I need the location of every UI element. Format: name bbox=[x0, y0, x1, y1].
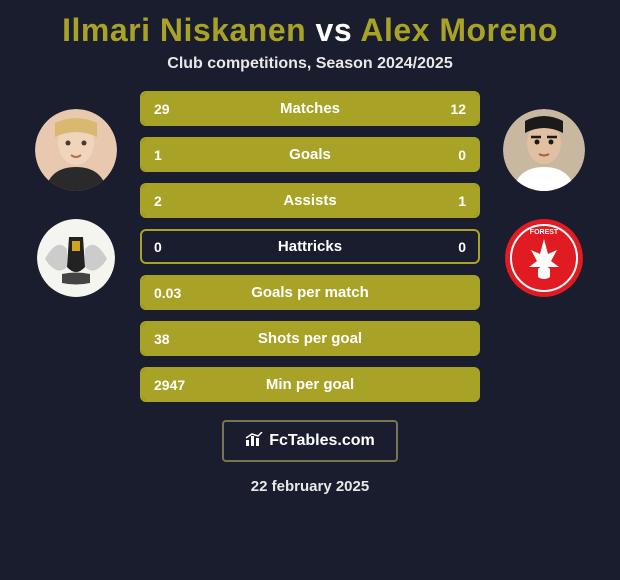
stat-label: Goals per match bbox=[226, 284, 394, 301]
stat-row: 2Assists1 bbox=[140, 183, 480, 218]
stat-row: 0.03Goals per match bbox=[140, 275, 480, 310]
left-side bbox=[26, 91, 126, 297]
player1-name: Ilmari Niskanen bbox=[62, 12, 306, 48]
svg-text:FOREST: FOREST bbox=[530, 229, 559, 236]
chart-icon bbox=[245, 432, 263, 451]
stat-value-left: 29 bbox=[142, 101, 226, 117]
footer-logo[interactable]: FcTables.com bbox=[222, 420, 398, 462]
stat-label: Goals bbox=[226, 146, 394, 163]
player2-name: Alex Moreno bbox=[360, 12, 558, 48]
stat-value-left: 2947 bbox=[142, 377, 226, 393]
stat-label: Assists bbox=[226, 192, 394, 209]
footer-site-label: FcTables.com bbox=[269, 432, 375, 450]
stat-value-right: 0 bbox=[394, 239, 478, 255]
stat-row: 0Hattricks0 bbox=[140, 229, 480, 264]
stat-label: Hattricks bbox=[226, 238, 394, 255]
stat-row: 38Shots per goal bbox=[140, 321, 480, 356]
stat-value-left: 0.03 bbox=[142, 285, 226, 301]
right-side: FOREST bbox=[494, 91, 594, 297]
vs-text: vs bbox=[316, 12, 353, 48]
stat-row: 2947Min per goal bbox=[140, 367, 480, 402]
stat-value-right: 12 bbox=[394, 101, 478, 117]
stat-value-left: 1 bbox=[142, 147, 226, 163]
stat-value-right: 1 bbox=[394, 193, 478, 209]
player1-avatar bbox=[35, 109, 117, 191]
comparison-title: Ilmari Niskanen vs Alex Moreno bbox=[0, 0, 620, 55]
stat-value-left: 2 bbox=[142, 193, 226, 209]
content: 29Matches121Goals02Assists10Hattricks00.… bbox=[0, 91, 620, 402]
player2-club-badge: FOREST bbox=[505, 219, 583, 297]
stat-row: 29Matches12 bbox=[140, 91, 480, 126]
stat-value-right: 0 bbox=[394, 147, 478, 163]
stat-row: 1Goals0 bbox=[140, 137, 480, 172]
stat-label: Matches bbox=[226, 100, 394, 117]
stat-value-left: 0 bbox=[142, 239, 226, 255]
stat-label: Shots per goal bbox=[226, 330, 394, 347]
stat-value-left: 38 bbox=[142, 331, 226, 347]
footer-date: 22 february 2025 bbox=[0, 462, 620, 495]
stat-label: Min per goal bbox=[226, 376, 394, 393]
stat-bars: 29Matches121Goals02Assists10Hattricks00.… bbox=[140, 91, 480, 402]
subtitle: Club competitions, Season 2024/2025 bbox=[0, 55, 620, 91]
player2-avatar bbox=[503, 109, 585, 191]
player1-club-badge bbox=[37, 219, 115, 297]
